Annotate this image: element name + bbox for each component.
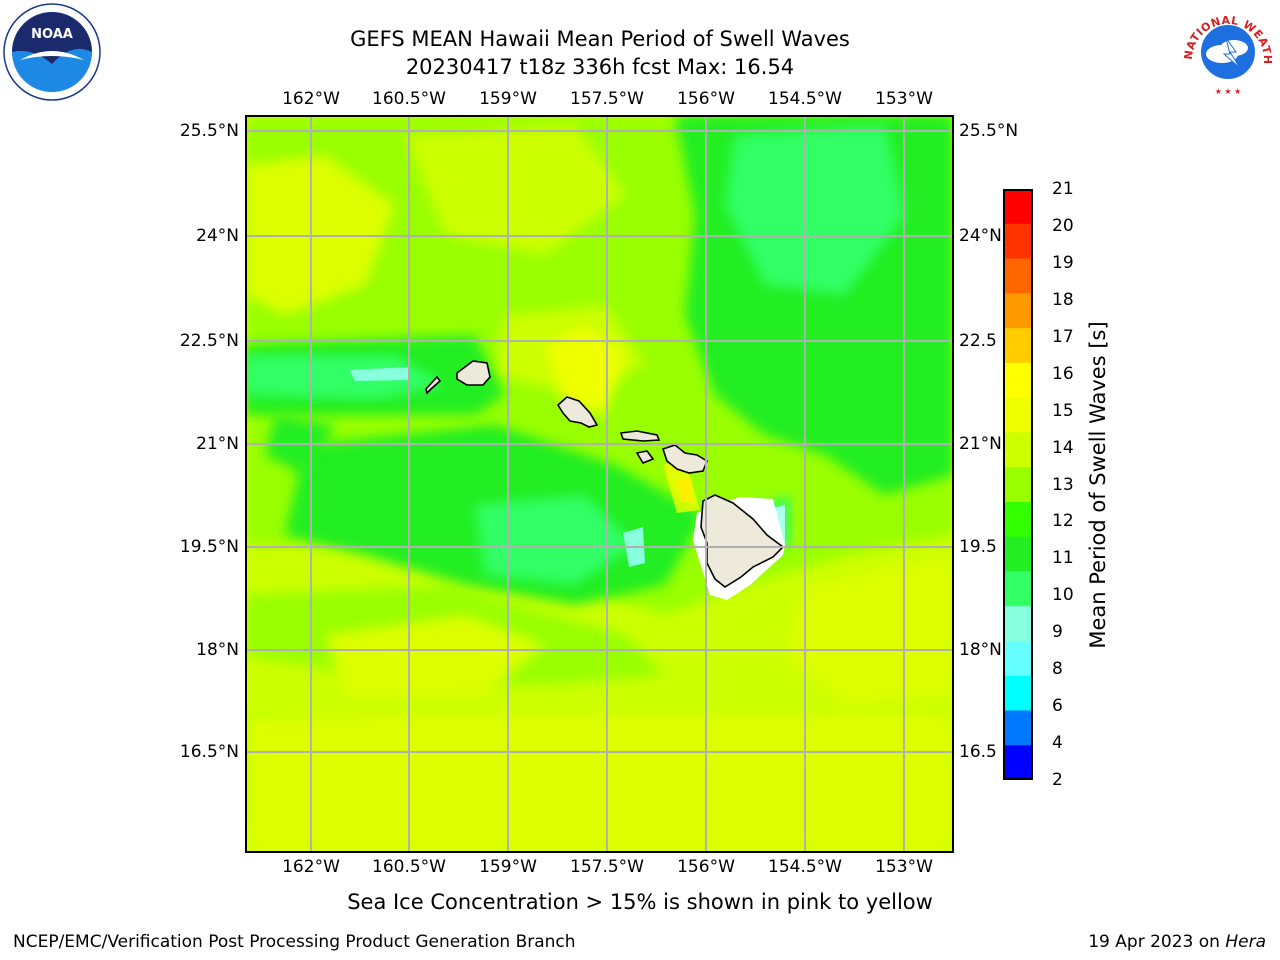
colorbar-band (1003, 640, 1033, 677)
colorbar-band (1003, 536, 1033, 572)
lat-tick-left: 19.5°N (179, 537, 239, 557)
colorbar-tick: 2 (1052, 770, 1063, 790)
lat-tick-right: 21°N (959, 434, 1002, 454)
lon-tick-top: 153°W (875, 89, 933, 109)
svg-text:★ ★ ★: ★ ★ ★ (1215, 87, 1242, 96)
lat-tick-left: 21°N (196, 434, 239, 454)
colorbar-band (1003, 328, 1033, 364)
lon-tick-top: 160.5°W (372, 89, 446, 109)
map-border (245, 115, 954, 853)
island-oahu (556, 396, 599, 428)
island-molokai (619, 430, 661, 442)
footer-machine: Hera (1225, 932, 1266, 952)
colorbar-band (1003, 710, 1033, 746)
colorbar-tick: 10 (1052, 585, 1074, 606)
colorbar-band (1003, 571, 1033, 607)
lon-tick-bottom: 159°W (479, 857, 537, 877)
hawaiian-islands (425, 360, 785, 588)
lat-tick-left: 16.5°N (179, 742, 239, 762)
sea-ice-note: Sea Ice Concentration > 15% is shown in … (347, 890, 933, 914)
lon-tick-top: 154.5°W (768, 89, 842, 109)
colorbar-tick: 11 (1052, 548, 1074, 569)
island-lanai (635, 450, 655, 464)
lat-tick-right: 22.5 (959, 331, 997, 351)
lat-tick-right: 19.5 (959, 537, 997, 557)
colorbar-tick: 12 (1052, 511, 1074, 532)
colorbar-tick: 8 (1052, 659, 1063, 680)
colorbar-tick: 6 (1052, 696, 1063, 717)
lat-tick-left: 25.5°N (179, 121, 239, 141)
chart-title: GEFS MEAN Hawaii Mean Period of Swell Wa… (350, 27, 850, 51)
colorbar-tick: 16 (1052, 363, 1074, 384)
lon-tick-bottom: 157.5°W (570, 857, 644, 877)
lat-tick-right: 24°N (959, 226, 1002, 246)
lon-tick-bottom: 153°W (875, 857, 933, 877)
nws-logo-icon: NATIONAL WEATHER SERVICE ★ ★ ★ (1178, 2, 1274, 96)
island-kauai (456, 360, 491, 386)
colorbar-band (1003, 189, 1033, 225)
lat-tick-left: 22.5°N (179, 331, 239, 351)
colorbar-band (1003, 397, 1033, 433)
island-niihau (425, 375, 442, 395)
colorbar-band (1003, 745, 1033, 780)
colorbar-label: Mean Period of Swell Waves [s] (1086, 321, 1110, 649)
colorbar-band (1003, 362, 1033, 399)
colorbar-band (1003, 467, 1033, 503)
lon-tick-bottom: 160.5°W (372, 857, 446, 877)
lon-tick-top: 156°W (677, 89, 735, 109)
colorbar-tick: 19 (1052, 252, 1074, 273)
colorbar-tick: 21 (1052, 179, 1074, 199)
colorbar-tick: 20 (1052, 215, 1074, 236)
lat-tick-right: 16.5 (959, 742, 997, 762)
colorbar-tick: 17 (1052, 326, 1074, 347)
footer-date: 19 Apr 2023 on Hera (1088, 932, 1266, 952)
swell-period-map (245, 115, 954, 853)
colorbar (1003, 189, 1033, 780)
colorbar-tick: 13 (1052, 474, 1074, 495)
colorbar-tick: 15 (1052, 400, 1074, 421)
lon-tick-top: 159°W (479, 89, 537, 109)
colorbar-tick: 4 (1052, 733, 1063, 754)
colorbar-band (1003, 293, 1033, 329)
colorbar-tick: 18 (1052, 289, 1074, 310)
lat-tick-right: 18°N (959, 640, 1002, 660)
colorbar-band (1003, 606, 1033, 642)
colorbar-band (1003, 432, 1033, 468)
graticule (245, 115, 954, 853)
noaa-logo-icon: NOAA (3, 3, 101, 101)
footer-credit: NCEP/EMC/Verification Post Processing Pr… (13, 932, 576, 952)
lat-tick-left: 18°N (196, 640, 239, 660)
colorbar-band (1003, 501, 1033, 538)
noaa-logo-text: NOAA (31, 27, 73, 42)
lon-tick-bottom: 156°W (677, 857, 735, 877)
colorbar-tick: 14 (1052, 437, 1074, 458)
colorbar-band (1003, 223, 1033, 260)
colorbar-band (1003, 675, 1033, 711)
colorbar-band (1003, 258, 1033, 294)
lat-tick-left: 24°N (196, 226, 239, 246)
colorbar-tick: 9 (1052, 622, 1063, 643)
lon-tick-top: 162°W (282, 89, 340, 109)
footer-date-text: 19 Apr 2023 on (1088, 932, 1226, 952)
chart-subtitle: 20230417 t18z 336h fcst Max: 16.54 (405, 55, 795, 79)
lon-tick-bottom: 154.5°W (768, 857, 842, 877)
lat-tick-right: 25.5°N (959, 121, 1019, 141)
contour-field (245, 115, 954, 853)
lon-tick-top: 157.5°W (570, 89, 644, 109)
lon-tick-bottom: 162°W (282, 857, 340, 877)
